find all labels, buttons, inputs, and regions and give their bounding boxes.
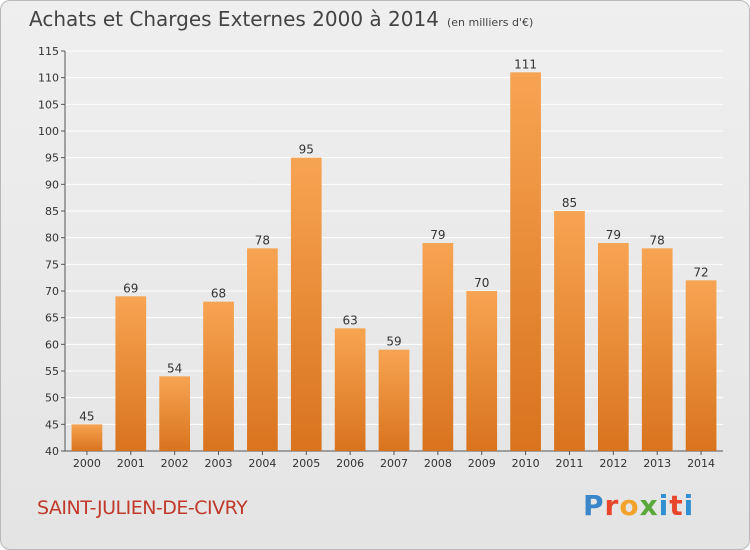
bar-value-label: 78	[255, 233, 270, 247]
bar-2004	[247, 248, 278, 451]
x-tick-label: 2008	[424, 457, 452, 470]
x-tick-label: 2010	[512, 457, 540, 470]
y-tick-label: 70	[45, 285, 59, 298]
bar-value-label: 59	[386, 335, 401, 349]
bar-2009	[466, 291, 498, 451]
x-tick-label: 2000	[73, 457, 101, 470]
labels: 40 45 50 55 60 65 70 75 80 85 90 95 100 105 110 115 45 20…	[38, 45, 715, 470]
x-tick-label: 2009	[468, 457, 496, 470]
y-tick-label: 90	[45, 178, 59, 191]
bar-2005	[290, 157, 322, 451]
y-tick-label: 75	[45, 258, 59, 271]
bar-value-label: 85	[562, 196, 577, 210]
bar-value-label: 79	[606, 228, 621, 242]
bar-value-label: 69	[123, 281, 138, 295]
x-tick-label: 2011	[555, 457, 583, 470]
bar-2012	[597, 243, 629, 451]
x-tick-label: 2012	[599, 457, 627, 470]
bar-2011	[554, 211, 585, 451]
bar-value-label: 95	[299, 143, 314, 157]
y-tick-label: 110	[38, 72, 59, 85]
chart-title: Achats et Charges Externes 2000 à 2014 (e…	[29, 7, 533, 31]
bar-value-label: 54	[167, 361, 182, 375]
bar-2000	[71, 424, 103, 451]
y-tick-label: 40	[45, 445, 59, 458]
bar-2014	[685, 280, 717, 451]
x-tick-label: 2007	[380, 457, 408, 470]
bar-value-label: 72	[693, 265, 708, 279]
y-tick-label: 55	[45, 365, 59, 378]
x-tick-label: 2002	[161, 457, 189, 470]
y-tick-label: 95	[45, 152, 59, 165]
bar-2006	[334, 328, 366, 451]
bar-2007	[378, 349, 410, 451]
bar-2008	[422, 243, 454, 451]
x-tick-label: 2013	[643, 457, 671, 470]
place-name: SAINT-JULIEN-DE-CIVRY	[37, 497, 248, 519]
x-tick-label: 2005	[292, 457, 320, 470]
bar-value-label: 68	[211, 287, 226, 301]
bar-value-label: 63	[342, 313, 357, 327]
x-tick-label: 2014	[687, 457, 715, 470]
y-tick-label: 100	[38, 125, 59, 138]
bar-value-label: 45	[79, 409, 94, 423]
chart-subtitle: (en milliers d'€)	[446, 16, 534, 29]
y-tick-label: 65	[45, 312, 59, 325]
bar-value-label: 70	[474, 276, 489, 290]
y-tick-label: 60	[45, 338, 59, 351]
y-tick-label: 50	[45, 392, 59, 405]
x-tick-label: 2003	[205, 457, 233, 470]
bar-value-label: 78	[650, 233, 665, 247]
y-tick-label: 80	[45, 232, 59, 245]
bar-2013	[641, 248, 673, 451]
y-tick-label: 105	[38, 98, 59, 111]
bar-2001	[115, 296, 147, 451]
bar-value-label: 79	[430, 228, 445, 242]
x-tick-label: 2001	[117, 457, 145, 470]
y-tick-label: 85	[45, 205, 59, 218]
y-tick-label: 45	[45, 418, 59, 431]
x-tick-label: 2004	[248, 457, 276, 470]
bar-2002	[159, 376, 191, 451]
bar-2003	[203, 301, 234, 451]
bar-value-label: 111	[514, 57, 537, 71]
x-tick-label: 2006	[336, 457, 364, 470]
chart-title-text: Achats et Charges Externes 2000 à 2014	[29, 7, 439, 31]
bars	[71, 72, 717, 451]
y-tick-label: 115	[38, 45, 59, 58]
proxiti-logo: Proxiti	[583, 489, 695, 522]
bar-2010	[510, 72, 541, 451]
